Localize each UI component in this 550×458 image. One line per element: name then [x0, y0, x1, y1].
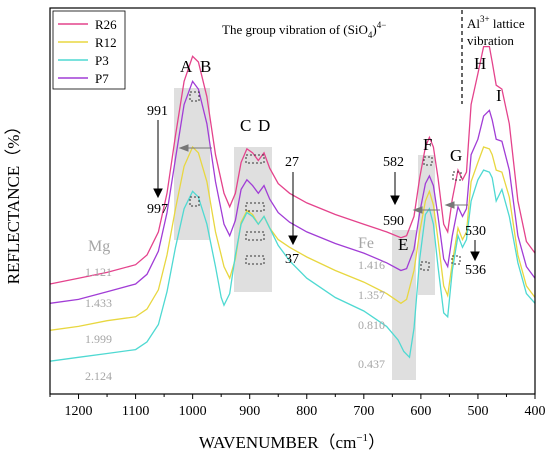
al-lattice-label: Al3+ lattice — [467, 14, 525, 31]
group-vibration-label: The group vibration of (SiO4)4− — [222, 20, 386, 40]
arrow-g-left-head — [444, 201, 455, 209]
series-line-r12 — [49, 145, 536, 331]
fe-label: Fe — [358, 235, 374, 252]
peak-label-e: E — [398, 235, 408, 254]
x-tick-label-400: 400 — [525, 404, 546, 419]
peak-label-b: B — [200, 57, 211, 76]
plot-frame — [49, 7, 536, 395]
legend: R26 R12 P3 P7 — [52, 10, 126, 90]
shift-ab-to: 997 — [147, 202, 168, 217]
fe-value-4: 0.437 — [358, 357, 385, 371]
fe-value-3: 0.810 — [358, 318, 385, 332]
arrow-f-left-head — [412, 206, 423, 214]
marker-cd-3 — [245, 231, 265, 241]
x-axis-label: WAVENUMBER（cm−1） — [199, 432, 385, 452]
arrow-cd-down-head — [288, 235, 298, 246]
al-lattice-label-line2: vibration — [467, 33, 514, 48]
shift-ab-from: 991 — [147, 104, 168, 119]
shift-g-to: 536 — [465, 263, 486, 278]
x-tick-label-1200: 1200 — [65, 404, 93, 419]
dashed-markers — [189, 91, 462, 271]
marker-g-top — [452, 171, 462, 181]
marker-a-top — [189, 91, 200, 102]
mg-value-1: 1.121 — [85, 265, 112, 279]
arrow-ab-down-head — [153, 188, 163, 199]
series-layer — [49, 45, 536, 362]
shift-f-to: 590 — [383, 214, 404, 229]
peak-label-c: C — [240, 116, 251, 135]
legend-label-p7: P7 — [95, 71, 109, 86]
fe-value-2: 1.357 — [358, 288, 385, 302]
legend-box — [52, 10, 126, 90]
y-axis-label: REFLECTANCE（%） — [4, 118, 23, 285]
legend-label-p3: P3 — [95, 53, 109, 68]
shift-annotations: 991 997 27 37 582 590 530 536 — [147, 104, 486, 278]
legend-label-r12: R12 — [95, 35, 117, 50]
peak-label-i: I — [496, 86, 502, 105]
x-tick-label-600: 600 — [410, 404, 431, 419]
x-tick-label-500: 500 — [467, 404, 488, 419]
mg-label: Mg — [88, 238, 110, 255]
x-tick-label-1100: 1100 — [122, 404, 149, 419]
marker-cd-2 — [245, 202, 265, 212]
arrow-g-down-head — [470, 251, 480, 262]
marker-a-bottom — [189, 196, 200, 207]
marker-cd-1 — [245, 154, 265, 164]
x-tick-label-800: 800 — [296, 404, 317, 419]
peak-label-h: H — [474, 54, 486, 73]
peak-label-g: G — [450, 146, 462, 165]
highlight-bands — [174, 88, 435, 380]
shift-f-from: 582 — [383, 155, 404, 170]
series-line-p3 — [49, 169, 536, 362]
x-tick-label-900: 900 — [239, 404, 260, 419]
ratio-labels: Mg 1.121 1.433 1.999 2.124 Fe 1.416 1.35… — [85, 235, 385, 383]
band-f — [418, 155, 435, 295]
shift-cd-to: 37 — [285, 252, 299, 267]
fe-value-1: 1.416 — [358, 258, 385, 272]
x-tick-label-700: 700 — [353, 404, 374, 419]
series-line-r26 — [49, 45, 536, 285]
arrow-markers — [153, 91, 480, 271]
mg-value-2: 1.433 — [85, 296, 112, 310]
arrow-f-down-head — [390, 195, 400, 206]
shift-cd-from: 27 — [285, 155, 299, 170]
x-axis: 1200 1100 1000 900 800 700 600 500 400 — [49, 394, 546, 419]
marker-cd-4 — [245, 255, 265, 265]
arrow-ab-left-head — [178, 144, 189, 152]
mg-value-4: 2.124 — [85, 369, 112, 383]
peak-label-a: A — [180, 57, 193, 76]
x-tick-label-1000: 1000 — [179, 404, 207, 419]
legend-label-r26: R26 — [95, 17, 117, 32]
peak-letters: A B C D E F G H I — [180, 54, 502, 254]
shift-g-from: 530 — [465, 224, 486, 239]
mg-value-3: 1.999 — [85, 332, 112, 346]
peak-label-f: F — [423, 135, 432, 154]
marker-f-top — [423, 156, 433, 166]
series-line-p7 — [49, 79, 536, 304]
marker-e-bottom — [420, 261, 430, 271]
marker-g-bottom — [451, 255, 461, 265]
peak-label-d: D — [258, 116, 270, 135]
